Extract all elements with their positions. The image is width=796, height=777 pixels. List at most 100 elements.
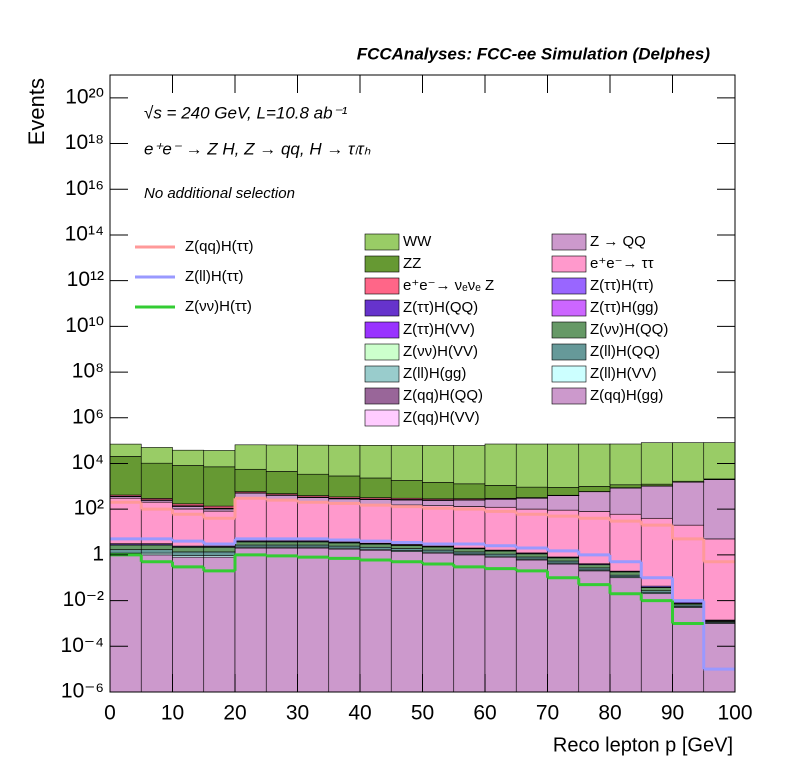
y-tick-label: 10¹⁰: [65, 314, 104, 337]
histogram-bar: [360, 445, 391, 478]
legend-swatch: [365, 322, 399, 338]
legend-label: Z(ll)H(VV): [590, 365, 657, 382]
y-axis-label: Events: [24, 78, 49, 145]
histogram-bar: [516, 554, 547, 557]
histogram-bar: [298, 502, 329, 541]
histogram-bar: [454, 552, 485, 554]
legend-swatch: [552, 300, 586, 316]
histogram-bar: [454, 549, 485, 552]
histogram-bar: [235, 545, 266, 547]
histogram-bar: [423, 553, 454, 692]
histogram-bar: [298, 545, 329, 547]
legend-label: e⁺e⁻→ ττ: [590, 255, 654, 272]
legend-label: Z(ττ)H(VV): [403, 321, 475, 338]
histogram-bar: [423, 445, 454, 482]
histogram-bar: [673, 482, 704, 525]
legend-swatch: [552, 278, 586, 294]
histogram-bar: [579, 486, 610, 491]
histogram-bar: [110, 456, 141, 495]
histogram-bar: [141, 463, 172, 498]
histogram-bar: [360, 504, 391, 543]
histogram-bar: [704, 539, 735, 620]
histogram-bar: [110, 555, 141, 692]
histogram-bar: [391, 549, 422, 551]
histogram-bar: [641, 443, 672, 484]
histogram-bar: [579, 571, 610, 692]
legend-swatch: [552, 256, 586, 272]
histogram-bar: [110, 444, 141, 456]
histogram-bar: [610, 485, 641, 488]
histogram-bar: [141, 555, 172, 692]
histogram-bar: [485, 444, 516, 485]
legend-swatch: [365, 410, 399, 426]
legend-label: Z → QQ: [590, 233, 646, 250]
histogram-bar: [391, 480, 422, 498]
histogram-bar: [641, 486, 672, 518]
x-tick-label: 50: [411, 702, 434, 725]
histogram-bar: [423, 550, 454, 552]
x-tick-label: 20: [223, 702, 246, 725]
legend-label: Z(qq)H(QQ): [403, 387, 483, 404]
histogram-bar: [173, 547, 204, 552]
legend-swatch: [552, 388, 586, 404]
histogram-bar: [298, 445, 329, 474]
y-tick-label: 10¹⁸: [65, 131, 104, 154]
histogram-bar: [391, 500, 422, 505]
histogram-bar: [641, 518, 672, 586]
x-tick-label: 80: [598, 702, 621, 725]
x-axis-label: Reco lepton p [GeV]: [553, 734, 733, 756]
x-tick-label: 60: [473, 702, 496, 725]
histogram-bar: [579, 444, 610, 486]
histogram-bar: [329, 476, 360, 497]
histogram-bar: [235, 498, 266, 541]
y-tick-label: 10¹⁴: [65, 223, 104, 246]
y-tick-label: 10⁴: [72, 451, 104, 474]
legend-label: WW: [403, 233, 432, 250]
histogram-bar: [391, 545, 422, 548]
histogram-bar: [235, 445, 266, 469]
histogram-bar: [266, 548, 297, 692]
histogram-bar: [485, 499, 516, 507]
histogram-bar: [204, 450, 235, 466]
legend-label: Z(ττ)H(QQ): [403, 299, 478, 316]
histogram-bar: [173, 506, 204, 509]
x-tick-label: 30: [286, 702, 309, 725]
histogram-bar: [391, 505, 422, 544]
histogram-bar: [610, 572, 641, 575]
histogram-bar: [173, 552, 204, 555]
histogram-bar: [485, 557, 516, 692]
histogram-bar: [548, 564, 579, 692]
legend-swatch: [552, 322, 586, 338]
histogram-bar: [141, 550, 172, 553]
histogram-bar: [329, 543, 360, 546]
histogram-bar: [266, 445, 297, 471]
histogram-bar: [110, 550, 141, 553]
legend-swatch: [552, 344, 586, 360]
histogram-bar: [423, 482, 454, 498]
histogram-bar: [204, 557, 235, 692]
histogram-bar: [173, 450, 204, 465]
histogram-bar: [204, 506, 235, 508]
histogram-bar: [548, 561, 579, 563]
y-tick-label: 10²: [74, 497, 104, 520]
legend-swatch: [552, 234, 586, 250]
histogram-bar: [516, 444, 547, 487]
histogram-bar: [579, 568, 610, 570]
histogram-bar: [548, 558, 579, 561]
histogram-bar: [204, 552, 235, 555]
histogram-bar: [360, 547, 391, 549]
y-tick-label: 10⁶: [72, 405, 104, 428]
histogram-bar: [516, 498, 547, 509]
histogram-bar: [360, 550, 391, 692]
annotation: e⁺e⁻ → Z H, Z → qq, H → τₗτₕ: [144, 139, 371, 158]
histogram-bar: [110, 498, 141, 543]
histogram-bar: [329, 445, 360, 476]
y-tick-label: 10¹⁶: [65, 177, 104, 200]
histogram-bar: [235, 469, 266, 491]
histogram-bar: [204, 467, 235, 506]
x-tick-label: 0: [104, 702, 116, 725]
histogram-bar: [641, 591, 672, 593]
x-tick-label: 40: [348, 702, 371, 725]
histogram-bar: [204, 509, 235, 511]
